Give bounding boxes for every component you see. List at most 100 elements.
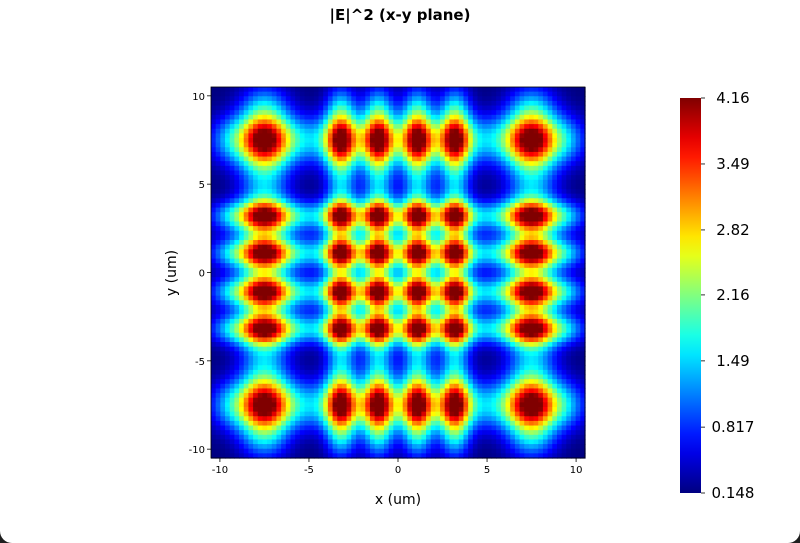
heatmap-cell	[449, 249, 455, 255]
heatmap-cell	[332, 133, 338, 139]
heatmap-cell	[393, 253, 399, 260]
heatmap-cell	[426, 253, 432, 260]
heatmap-cell	[215, 332, 221, 339]
heatmap-cell	[365, 184, 371, 190]
heatmap-cell	[253, 332, 259, 339]
heatmap-cell	[430, 100, 436, 107]
heatmap-cell	[514, 272, 521, 278]
heatmap-cell	[472, 314, 479, 320]
heatmap-cell	[440, 281, 446, 288]
heatmap-cell	[458, 365, 465, 371]
heatmap-cell	[430, 235, 436, 241]
heatmap-cell	[271, 346, 278, 352]
heatmap-cell	[248, 314, 254, 320]
heatmap-cell	[435, 207, 441, 213]
heatmap-cell	[407, 318, 413, 325]
heatmap-cell	[561, 221, 567, 227]
heatmap-cell	[318, 179, 324, 185]
heatmap-cell	[309, 184, 315, 190]
heatmap-cell	[225, 230, 231, 236]
heatmap-cell	[285, 142, 292, 148]
heatmap-cell	[295, 277, 301, 283]
heatmap-cell	[444, 314, 451, 320]
heatmap-cell	[234, 138, 240, 144]
heatmap-cell	[239, 249, 245, 255]
heatmap-cell	[355, 332, 362, 339]
heatmap-cell	[341, 258, 348, 264]
heatmap-cell	[365, 193, 371, 199]
heatmap-cell	[211, 365, 217, 371]
heatmap-cell	[318, 337, 324, 343]
heatmap-cell	[477, 230, 483, 236]
heatmap-cell	[458, 360, 465, 366]
heatmap-cell	[229, 198, 235, 204]
heatmap-cell	[444, 342, 451, 348]
heatmap-cell	[271, 277, 278, 283]
heatmap-cell	[393, 318, 399, 325]
heatmap-cell	[533, 318, 539, 325]
heatmap-cell	[570, 156, 577, 162]
heatmap-cell	[514, 156, 521, 162]
heatmap-cell	[547, 365, 553, 371]
heatmap-cell	[299, 342, 306, 348]
heatmap-cell	[243, 212, 249, 218]
heatmap-cell	[215, 119, 221, 125]
heatmap-cell	[379, 342, 385, 348]
heatmap-cell	[435, 272, 441, 278]
heatmap-cell	[323, 114, 329, 121]
heatmap-cell	[412, 360, 418, 366]
heatmap-cell	[519, 295, 525, 301]
heatmap-cell	[285, 193, 292, 199]
heatmap-cell	[505, 175, 511, 181]
heatmap-cell	[239, 207, 245, 213]
heatmap-cell	[500, 128, 507, 134]
heatmap-cell	[262, 263, 268, 269]
heatmap-cell	[257, 314, 264, 320]
heatmap-cell	[341, 133, 348, 139]
heatmap-cell	[430, 128, 436, 134]
heatmap-cell	[435, 332, 441, 339]
heatmap-cell	[575, 179, 581, 185]
heatmap-cell	[580, 165, 586, 172]
heatmap-cell	[524, 263, 530, 269]
heatmap-cell	[482, 207, 488, 213]
heatmap-cell	[374, 346, 380, 352]
heatmap-cell	[556, 267, 563, 274]
heatmap-cell	[430, 216, 436, 223]
heatmap-cell	[393, 114, 399, 121]
heatmap-cell	[304, 323, 310, 329]
heatmap-cell	[267, 351, 273, 357]
heatmap-cell	[295, 179, 301, 185]
heatmap-cell	[355, 230, 362, 236]
heatmap-cell	[309, 253, 315, 260]
heatmap-cell	[239, 110, 245, 116]
heatmap-cell	[374, 128, 380, 134]
heatmap-cell	[547, 193, 553, 199]
heatmap-cell	[580, 365, 586, 371]
heatmap-cell	[570, 193, 577, 199]
heatmap-cell	[472, 249, 479, 255]
heatmap-cell	[416, 165, 422, 172]
heatmap-cell	[313, 142, 320, 148]
heatmap-cell	[234, 161, 240, 167]
heatmap-cell	[220, 133, 226, 139]
heatmap-cell	[416, 207, 422, 213]
heatmap-cell	[407, 128, 413, 134]
heatmap-cell	[477, 221, 483, 227]
heatmap-cell	[290, 124, 296, 130]
heatmap-cell	[486, 128, 493, 134]
heatmap-cell	[309, 91, 315, 97]
heatmap-cell	[580, 198, 586, 204]
heatmap-cell	[290, 272, 296, 278]
heatmap-cell	[393, 128, 399, 134]
heatmap-cell	[547, 198, 553, 204]
heatmap-cell	[332, 304, 338, 311]
heatmap-cell	[285, 212, 292, 218]
heatmap-cell	[365, 212, 371, 218]
heatmap-cell	[211, 128, 217, 134]
heatmap-cell	[327, 198, 334, 204]
heatmap-cell	[575, 281, 581, 288]
heatmap-cell	[500, 309, 507, 315]
heatmap-cell	[505, 360, 511, 366]
heatmap-cell	[528, 142, 535, 148]
